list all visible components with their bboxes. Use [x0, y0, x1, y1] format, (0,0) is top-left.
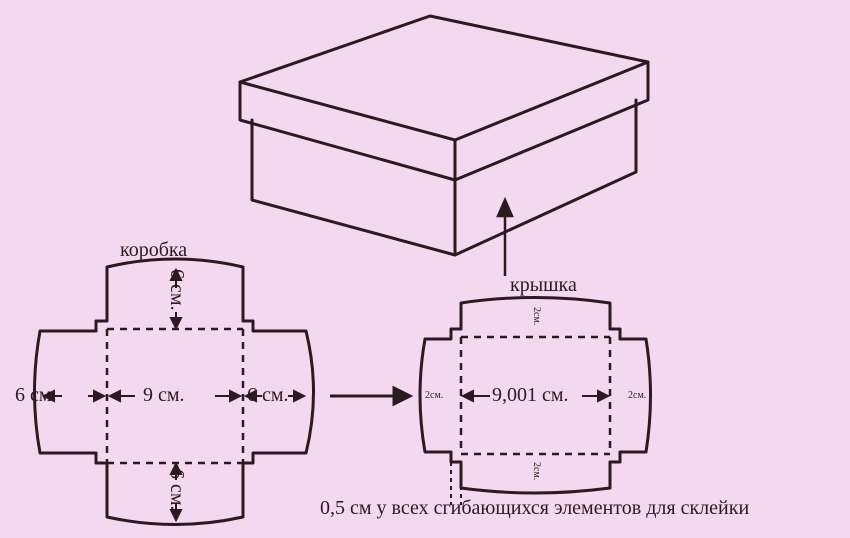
lid-top-dim: 2см. — [531, 307, 541, 325]
box-top-dim: 6 см. — [167, 269, 187, 311]
lid-header: крышка — [510, 275, 577, 295]
lid-center-dim: 9,001 см. — [492, 385, 569, 405]
box-left-dim: 6 см. — [15, 385, 57, 405]
box-center-dim: 9 см. — [143, 385, 185, 405]
lid-left-dim: 2см. — [425, 391, 443, 401]
lid-net — [0, 0, 850, 538]
box-header: коробка — [120, 240, 187, 260]
box-right-dim: 6 см. — [247, 385, 289, 405]
bottom-note: 0,5 см у всех сгибающихся элементов для … — [320, 497, 749, 520]
box-bottom-dim: 6 см. — [167, 469, 187, 511]
lid-bottom-dim: 2см. — [531, 462, 541, 480]
lid-right-dim: 2см. — [628, 391, 646, 401]
